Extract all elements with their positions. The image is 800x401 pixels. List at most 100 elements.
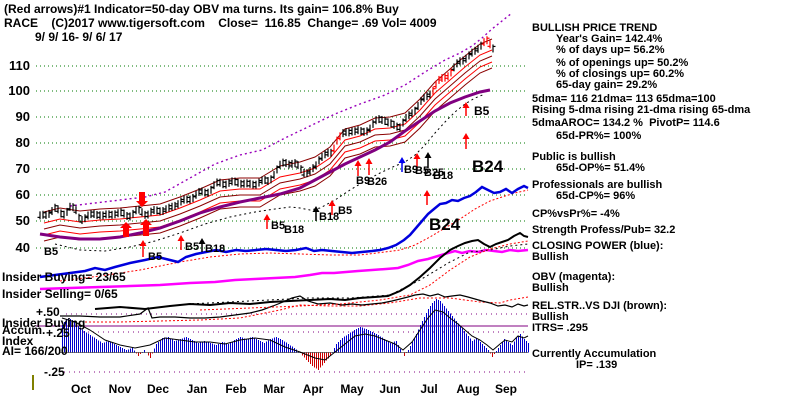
right-panel-line: REL.STR..VS DJI (brown):	[532, 300, 668, 312]
lower-band-dotted	[54, 93, 486, 252]
right-panel-line: Currently Accumulation	[532, 348, 657, 360]
buy-signal-label: B25	[424, 167, 445, 179]
buy-arrow	[263, 214, 271, 220]
month-label: Nov	[108, 382, 132, 396]
accumulation-index-histogram	[60, 299, 530, 370]
price-axis-label: 80	[15, 135, 30, 150]
buy-arrow	[462, 102, 470, 108]
price-axis-label: 100	[8, 83, 30, 98]
right-panel-line: 5dmaAROC= 134.2 % PivotP= 114.6	[532, 117, 720, 129]
upper-band-dotted	[69, 12, 513, 207]
month-label: Aug	[456, 382, 480, 396]
buy-arrow-thick	[120, 222, 132, 237]
price-axis-label: 110	[9, 58, 30, 73]
indicator-label: AI= 166/200	[2, 344, 68, 358]
right-panel-line: CLOSING POWER (blue):	[532, 240, 664, 252]
buy-signal-label: B24	[429, 215, 461, 234]
indicator-header: (Red arrows)#1 Indicator=50-day OBV ma t…	[4, 2, 399, 16]
buy-signal-label: B26	[367, 176, 388, 188]
ai-envelope-line	[61, 309, 529, 361]
right-panel-line: Bullish	[532, 251, 569, 263]
rel-str-line	[94, 231, 529, 311]
indicator-label: Index	[2, 334, 34, 348]
buy-signal-label: B9	[404, 164, 419, 176]
month-label: Jul	[420, 382, 438, 396]
buy-signal-label: B5	[44, 246, 59, 258]
right-panel-line: Professionals are bullish	[532, 179, 663, 191]
right-panel-line: ITRS= .295	[532, 322, 588, 334]
month-label: May	[340, 382, 364, 396]
buy-arrow	[462, 133, 470, 139]
buy-signal-label: B18	[284, 224, 305, 236]
buy-arrow	[423, 190, 431, 196]
ma-channel-lines	[43, 38, 493, 242]
month-label: Mar	[263, 382, 285, 396]
month-label: Jan	[186, 382, 208, 396]
buy-arrow	[177, 235, 185, 241]
rel-str-support	[199, 240, 529, 311]
buy-arrow	[398, 157, 406, 163]
month-label: Oct	[70, 382, 92, 396]
right-panel-line: Year's Gain= 142.4%	[556, 33, 663, 45]
buy-arrow-thick	[140, 219, 152, 236]
signal-arrows	[120, 102, 470, 257]
right-panel-line: OBV (magenta):	[532, 271, 616, 283]
right-panel-line: BULLISH PRICE TREND	[532, 22, 658, 34]
closing-power-line	[39, 184, 529, 279]
right-panel-line: % of days up= 56.2%	[556, 44, 665, 56]
right-panel-line: Bullish	[532, 282, 569, 294]
buy-signal-label: B5	[415, 165, 430, 177]
buy-signal-label: B5	[185, 241, 200, 253]
month-label: Dec	[146, 382, 170, 396]
indicator-label: +.25	[46, 326, 70, 340]
buy-arrow	[354, 160, 362, 166]
month-label: Sep	[494, 382, 518, 396]
right-panel-line: 65-day gain= 29.2%	[556, 79, 658, 91]
insider-cum-support-line	[85, 296, 529, 323]
right-panel-line: CP%vsPr%= -4%	[532, 208, 620, 220]
buy-signal-label: B5	[338, 205, 353, 217]
price-axis-label: 50	[15, 213, 30, 228]
price-bars	[37, 36, 496, 225]
right-panel-line: Bullish	[532, 311, 569, 323]
indicator-label: Accum.	[2, 323, 46, 337]
buy-signal-label: B5	[271, 220, 286, 232]
buy-arrow	[365, 158, 373, 164]
sell-arrow-thick	[136, 192, 148, 207]
buy-arrow	[312, 206, 320, 212]
buy-signal-label: B18	[433, 170, 454, 182]
buy-arrow	[328, 200, 336, 206]
month-label: Feb	[225, 382, 247, 396]
month-label: Apr	[302, 382, 324, 396]
price-axis-label: 90	[15, 109, 30, 124]
ticker-quote-line: RACE (C)2017 www.tigersoft.com Close= 11…	[4, 16, 437, 30]
indicator-label: Insider Buying	[2, 316, 86, 330]
indicator-label: Insider Buying= 23/65	[2, 270, 126, 284]
right-panel-line: Public is bullish	[532, 151, 616, 163]
right-panel-line: 65d-CP%= 96%	[556, 190, 636, 202]
right-panel-line: Rising 5-dma rising 21-dma rising 65-dma	[532, 104, 751, 116]
month-label: Jun	[379, 382, 401, 396]
right-panel-line: IP= .139	[576, 359, 618, 371]
buy-signal-label: B18	[205, 243, 226, 255]
buy-arrow	[198, 238, 206, 244]
indicator-label: -.25	[44, 365, 65, 379]
buy-signal-label: B5	[148, 251, 163, 263]
indicator-label: +.50	[36, 305, 60, 319]
price-axis-label: 60	[15, 187, 30, 202]
buy-signal-label: B18	[319, 211, 340, 223]
buy-signal-label: B9	[356, 175, 371, 187]
price-axis-label: 70	[15, 161, 30, 176]
buy-arrow	[139, 240, 147, 246]
date-range-label: 9/ 9/ 16- 9/ 6/ 17	[35, 30, 123, 44]
buy-arrow	[424, 152, 432, 158]
buy-signal-label: B24	[472, 157, 504, 176]
price-axis-label: 40	[15, 240, 30, 255]
indicator-label: Insider Selling= 0/65	[2, 287, 118, 301]
right-panel-line: 65d-OP%= 51.4%	[556, 162, 645, 174]
buy-signal-label: B5	[474, 104, 490, 118]
right-panel-line: Strength Profess/Pub= 32.2	[532, 224, 676, 236]
right-panel-line: 65d-PR%= 100%	[556, 130, 642, 142]
